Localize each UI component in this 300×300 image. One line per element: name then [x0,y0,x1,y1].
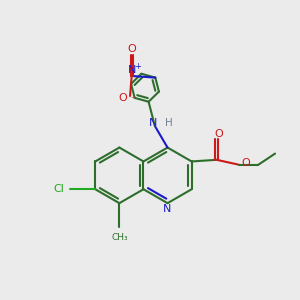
Text: O: O [242,158,250,168]
Text: O: O [118,93,127,103]
Text: Cl: Cl [53,184,64,194]
Text: O: O [214,129,223,139]
Text: O: O [127,44,136,54]
Text: N: N [164,204,172,214]
Text: CH₃: CH₃ [111,233,128,242]
Text: H: H [165,118,172,128]
Text: ⁻: ⁻ [131,95,136,105]
Text: N: N [128,65,136,75]
Text: +: + [134,62,141,71]
Text: N: N [149,118,158,128]
